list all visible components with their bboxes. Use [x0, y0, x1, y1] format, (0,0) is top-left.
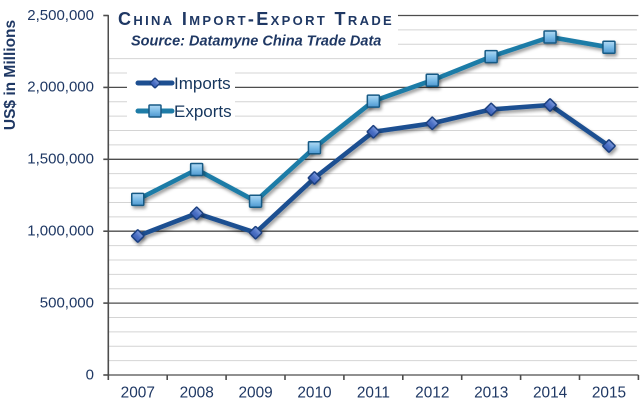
svg-text:2009: 2009 — [238, 385, 272, 402]
svg-text:Imports: Imports — [174, 74, 231, 93]
svg-text:2013: 2013 — [474, 385, 508, 402]
svg-text:1,000,000: 1,000,000 — [27, 223, 94, 240]
svg-text:China Import-Export Trade: China Import-Export Trade — [118, 9, 394, 29]
svg-text:US$ in Millions: US$ in Millions — [2, 20, 19, 130]
svg-text:Exports: Exports — [174, 102, 232, 121]
svg-text:2011: 2011 — [357, 385, 390, 402]
svg-text:2,500,000: 2,500,000 — [27, 7, 94, 24]
svg-text:2008: 2008 — [180, 385, 214, 402]
svg-text:500,000: 500,000 — [40, 294, 94, 311]
svg-text:2015: 2015 — [592, 385, 626, 402]
svg-text:2012: 2012 — [415, 385, 449, 402]
svg-text:2007: 2007 — [121, 385, 155, 402]
svg-text:0: 0 — [86, 366, 94, 383]
svg-text:2014: 2014 — [533, 385, 568, 402]
svg-text:1,500,000: 1,500,000 — [27, 151, 94, 168]
svg-text:2,000,000: 2,000,000 — [27, 79, 94, 96]
svg-text:2010: 2010 — [297, 385, 331, 402]
svg-text:Source: Datamyne China Trade D: Source: Datamyne China Trade Data — [131, 34, 381, 50]
